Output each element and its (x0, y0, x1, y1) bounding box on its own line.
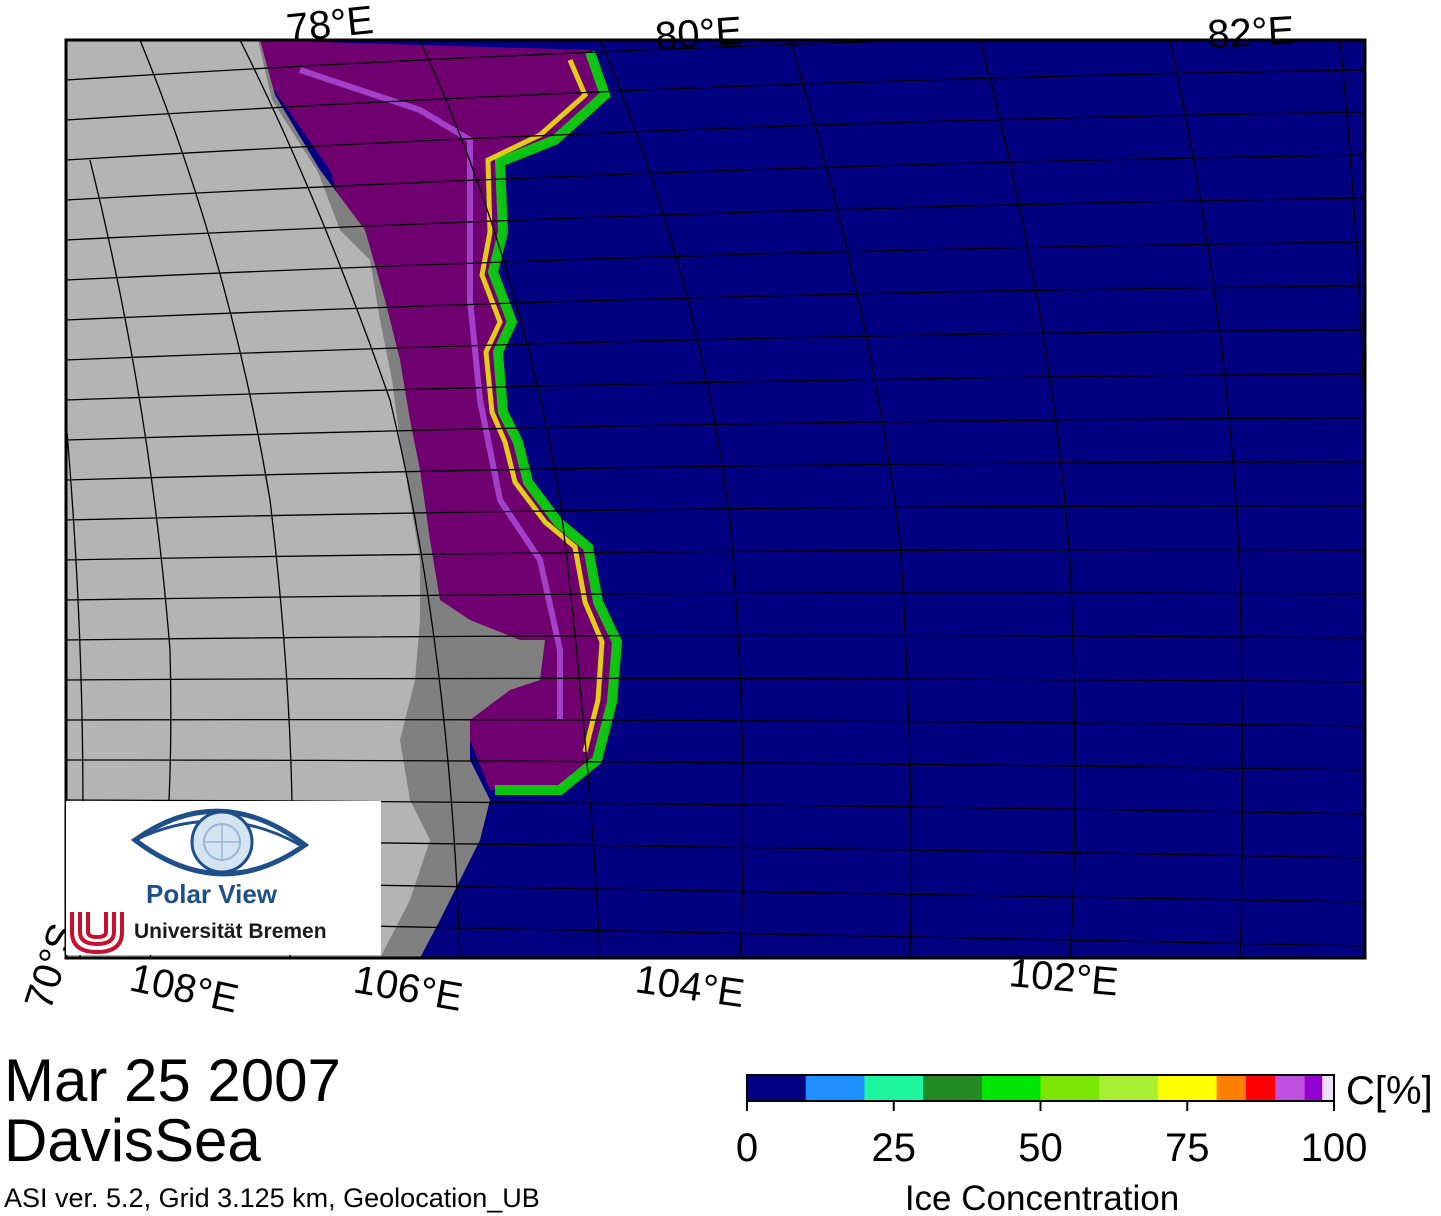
logo-institution: Universität Bremen (134, 920, 327, 943)
university-bremen-icon (70, 912, 124, 955)
lon-label-78e: 78°E (284, 0, 375, 51)
lon-label-108e: 108°E (126, 956, 242, 1022)
graticule (66, 40, 1365, 958)
map-date: Mar 25 2007 (4, 1047, 341, 1114)
algorithm-metadata: ASI ver. 5.2, Grid 3.125 km, Geolocation… (4, 1183, 540, 1213)
polar-view-logo: Polar View Universität Bremen (66, 801, 381, 955)
lon-label-104e: 104°E (633, 957, 747, 1016)
ice-edge-yellow (479, 59, 605, 753)
logo-title: Polar View (146, 879, 278, 909)
lon-label-106e: 106°E (350, 958, 465, 1020)
lon-label-102e: 102°E (1007, 951, 1120, 1004)
lon-label-82e: 82°E (1206, 8, 1295, 57)
region-name: DavisSea (4, 1107, 261, 1174)
eye-globe-icon (130, 808, 310, 877)
lon-label-80e: 80°E (654, 9, 744, 59)
continent-land (66, 40, 430, 958)
sea-ice-band (255, 40, 620, 790)
ice-edge-green (487, 50, 623, 795)
map-frame (64, 38, 1367, 960)
ice-interior-purple (299, 67, 563, 720)
